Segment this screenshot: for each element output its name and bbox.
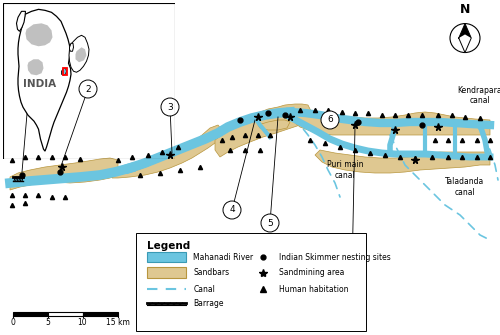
Polygon shape: [62, 68, 66, 75]
Text: Legend: Legend: [146, 241, 190, 251]
Text: Kendrapara
canal: Kendrapara canal: [458, 86, 500, 105]
Text: 7: 7: [349, 268, 355, 277]
Text: Canal: Canal: [193, 285, 215, 294]
Text: N: N: [460, 3, 470, 16]
Text: Mahanadi River: Mahanadi River: [193, 253, 254, 262]
Polygon shape: [26, 23, 52, 46]
Text: 5: 5: [45, 318, 50, 327]
Polygon shape: [292, 110, 490, 135]
Text: INDIA: INDIA: [24, 79, 56, 89]
Circle shape: [21, 70, 39, 88]
Polygon shape: [459, 23, 471, 38]
Text: 0: 0: [10, 318, 15, 327]
Polygon shape: [69, 35, 89, 72]
Text: 5: 5: [267, 218, 273, 227]
Polygon shape: [28, 59, 44, 75]
Text: 6: 6: [327, 116, 333, 125]
Text: 10: 10: [78, 318, 88, 327]
Text: Human habitation: Human habitation: [279, 285, 348, 294]
Bar: [82, 312, 118, 316]
Circle shape: [261, 214, 279, 232]
Text: 4: 4: [229, 205, 235, 214]
Circle shape: [223, 201, 241, 219]
Text: 2: 2: [85, 84, 91, 93]
Polygon shape: [76, 47, 86, 62]
Text: Sandbars: Sandbars: [193, 268, 229, 277]
Text: Puri main
canal: Puri main canal: [327, 160, 363, 180]
Polygon shape: [315, 150, 490, 173]
Polygon shape: [16, 11, 26, 31]
Circle shape: [161, 98, 179, 116]
Bar: [12, 312, 48, 316]
Polygon shape: [215, 104, 312, 157]
Polygon shape: [70, 43, 73, 51]
FancyBboxPatch shape: [146, 267, 186, 278]
Circle shape: [343, 264, 361, 282]
Polygon shape: [258, 120, 290, 130]
Text: 1: 1: [27, 74, 33, 83]
Polygon shape: [10, 158, 118, 190]
Text: Barrage: Barrage: [193, 299, 224, 309]
Polygon shape: [459, 38, 471, 53]
FancyBboxPatch shape: [146, 252, 186, 263]
Bar: [48, 312, 82, 316]
Polygon shape: [112, 125, 222, 178]
Circle shape: [321, 111, 339, 129]
Polygon shape: [18, 9, 71, 151]
Text: Taladanda
canal: Taladanda canal: [446, 177, 484, 197]
Bar: [62, 68, 66, 75]
Circle shape: [79, 80, 97, 98]
Text: 3: 3: [167, 103, 173, 112]
Text: Sandmining area: Sandmining area: [279, 268, 344, 277]
Text: Indian Skimmer nesting sites: Indian Skimmer nesting sites: [279, 253, 391, 262]
Text: 15 km: 15 km: [106, 318, 130, 327]
